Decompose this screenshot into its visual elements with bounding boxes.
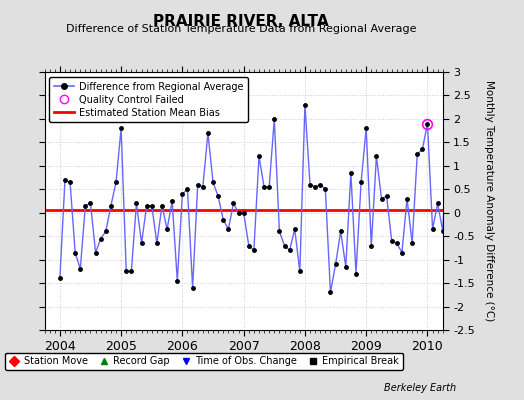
Text: Berkeley Earth: Berkeley Earth (384, 383, 456, 393)
Y-axis label: Monthly Temperature Anomaly Difference (°C): Monthly Temperature Anomaly Difference (… (484, 80, 494, 322)
Text: Difference of Station Temperature Data from Regional Average: Difference of Station Temperature Data f… (66, 24, 416, 34)
Legend: Station Move, Record Gap, Time of Obs. Change, Empirical Break: Station Move, Record Gap, Time of Obs. C… (5, 352, 403, 370)
Text: PRAIRIE RIVER, ALTA: PRAIRIE RIVER, ALTA (153, 14, 329, 29)
